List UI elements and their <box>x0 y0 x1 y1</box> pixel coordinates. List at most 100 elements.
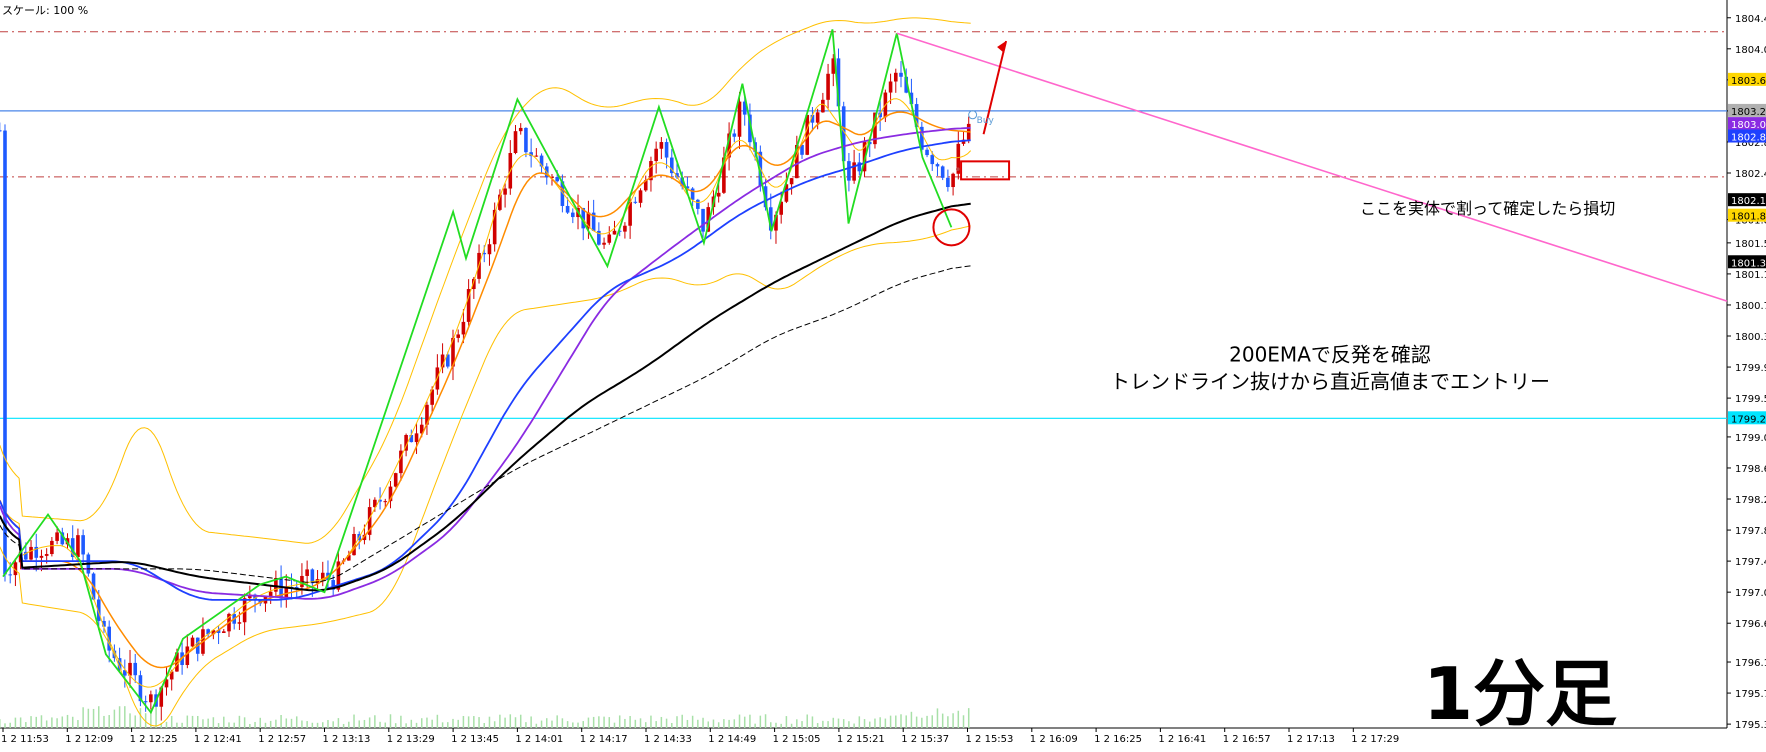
candle-body <box>529 152 533 157</box>
price-tick-label: 1797.0 <box>1735 588 1766 599</box>
candle-body <box>539 155 544 167</box>
candle-body <box>315 579 320 584</box>
candle-body <box>784 184 789 202</box>
candle-body <box>716 192 721 197</box>
candle-body <box>128 662 132 676</box>
candle-body <box>39 555 44 558</box>
candle-body <box>555 177 559 182</box>
candle-body <box>800 144 804 155</box>
trendline <box>896 32 1728 302</box>
time-tick-label: 1 2 17:13 <box>1287 734 1335 745</box>
price-tick-label: 1797.8 <box>1735 526 1766 537</box>
volume-bars <box>0 706 970 728</box>
candle-body <box>492 209 497 245</box>
price-badge-bg <box>1728 411 1766 425</box>
candle-body <box>602 242 606 245</box>
candle-body <box>320 572 325 580</box>
price-tick-label: 1804.0 <box>1735 45 1766 56</box>
candle-body <box>581 207 586 229</box>
candle-body <box>899 72 903 77</box>
candle-body <box>623 225 627 232</box>
candle-body <box>617 230 622 232</box>
candle-body <box>737 101 742 137</box>
candle-body <box>675 173 679 178</box>
ema-200 <box>0 202 971 592</box>
candle-body <box>331 580 335 590</box>
time-tick-label: 1 2 16:09 <box>1030 734 1078 745</box>
candle-body <box>920 126 924 150</box>
time-tick-label: 1 2 12:41 <box>194 734 242 745</box>
candle-body <box>664 142 669 158</box>
candle-body <box>13 562 18 576</box>
candle-body <box>732 133 737 137</box>
candle-body <box>378 499 382 502</box>
stop-loss-note: ここを実体で割って確定したら損切 <box>1360 199 1615 218</box>
candle-body <box>414 433 419 443</box>
price-tick-label: 1796.1 <box>1735 658 1766 669</box>
price-badge-bg <box>1728 208 1766 222</box>
time-tick-label: 1 2 15:37 <box>901 734 949 745</box>
price-tick-label: 1798.6 <box>1735 464 1766 475</box>
candle-body <box>294 586 299 588</box>
candle-body <box>185 646 190 665</box>
candle-body <box>643 180 648 191</box>
candle-body <box>951 173 955 188</box>
candle-body <box>857 162 862 172</box>
candle-body <box>571 212 575 218</box>
candle-body <box>29 546 33 560</box>
candle-body <box>149 694 153 703</box>
price-badge-text: 1801.8 <box>1731 212 1766 223</box>
time-tick-label: 1 2 16:25 <box>1094 734 1142 745</box>
candle-body <box>925 149 929 156</box>
price-badge: 1803.2 <box>1728 103 1766 118</box>
price-badge-text: 1801.3 <box>1731 258 1766 269</box>
price-tick-label: 1799.5 <box>1735 394 1766 405</box>
price-badge-bg <box>1728 117 1766 131</box>
price-badge: 1803.6 <box>1728 72 1766 87</box>
candle-body <box>242 598 247 623</box>
candle-body <box>654 148 658 162</box>
candle-body <box>143 701 148 703</box>
price-badge: 1802.1 <box>1728 193 1766 207</box>
candle-body <box>628 201 632 226</box>
time-tick-label: 1 2 13:45 <box>451 734 499 745</box>
candle-body <box>930 155 935 165</box>
candle-body <box>789 178 794 185</box>
scale-label: スケール: 100 % <box>2 4 89 17</box>
candle-body <box>419 424 424 434</box>
candle-body <box>352 533 356 556</box>
candle-body <box>534 155 539 157</box>
low-circle-marker <box>932 208 971 247</box>
candle-body <box>274 577 278 592</box>
candle-body <box>310 569 315 584</box>
price-badge: 1803.0 <box>1728 117 1766 131</box>
price-badge: 1801.3 <box>1728 255 1766 269</box>
entry-note-line2: トレンドライン抜けから直近高値までエントリー <box>1110 370 1550 394</box>
candle-body <box>55 532 59 541</box>
candle-body <box>404 434 408 451</box>
price-tick-label: 1799.0 <box>1735 433 1766 444</box>
candle-body <box>748 114 752 143</box>
candle-body <box>237 622 242 624</box>
bollinger-mid <box>0 98 972 688</box>
candle-body <box>221 631 226 633</box>
candle-body <box>451 337 455 367</box>
candle-body <box>81 535 85 555</box>
candle-body <box>102 620 106 627</box>
buy-marker-label: Buy <box>977 116 995 126</box>
price-tick-label: 1797.4 <box>1735 557 1766 568</box>
price-badge-bg <box>1728 129 1766 143</box>
time-tick-label: 1 2 16:57 <box>1223 734 1271 745</box>
price-tick-label: 1801.1 <box>1735 270 1766 281</box>
candle-body <box>956 143 961 174</box>
time-tick-label: 1 2 14:49 <box>708 734 756 745</box>
buy-marker-icon <box>968 110 978 120</box>
candle-body <box>565 205 570 213</box>
time-tick-label: 1 2 13:13 <box>323 734 371 745</box>
price-tick-label: 1798.2 <box>1735 495 1766 506</box>
time-tick-label: 1 2 12:09 <box>65 734 113 745</box>
candle-body <box>498 194 502 210</box>
candle-body <box>445 354 450 367</box>
candle-body <box>3 130 7 575</box>
